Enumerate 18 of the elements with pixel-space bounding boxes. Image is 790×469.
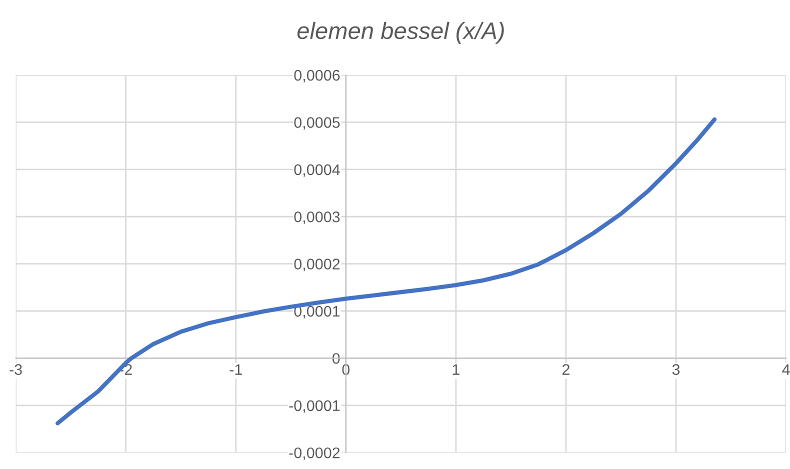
line-series [56, 117, 717, 426]
y-tick-label: 0,0004 [294, 164, 340, 177]
chart-title: elemen bessel (x/A) [297, 22, 504, 44]
y-tick-label: 0,0001 [294, 306, 340, 318]
y-tick-label: -0,0001 [289, 400, 340, 413]
y-tick-label: 0 [332, 353, 340, 364]
y-tick-label: 0,0005 [294, 117, 340, 130]
x-tick-label: 3 [672, 364, 680, 375]
y-tick-label: 0,0006 [294, 70, 340, 83]
x-tick-label: 0 [342, 364, 350, 375]
x-tick-label: 2 [562, 364, 570, 375]
x-tick-label: 4 [782, 364, 790, 375]
x-tick-label: 1 [452, 364, 460, 375]
y-tick-label: -0,0002 [289, 447, 340, 460]
y-tick-label: 0,0002 [294, 258, 340, 272]
x-tick-label: -3 [10, 364, 22, 375]
y-tick-label: 0,0003 [294, 211, 340, 224]
x-tick-label: -1 [230, 364, 242, 375]
